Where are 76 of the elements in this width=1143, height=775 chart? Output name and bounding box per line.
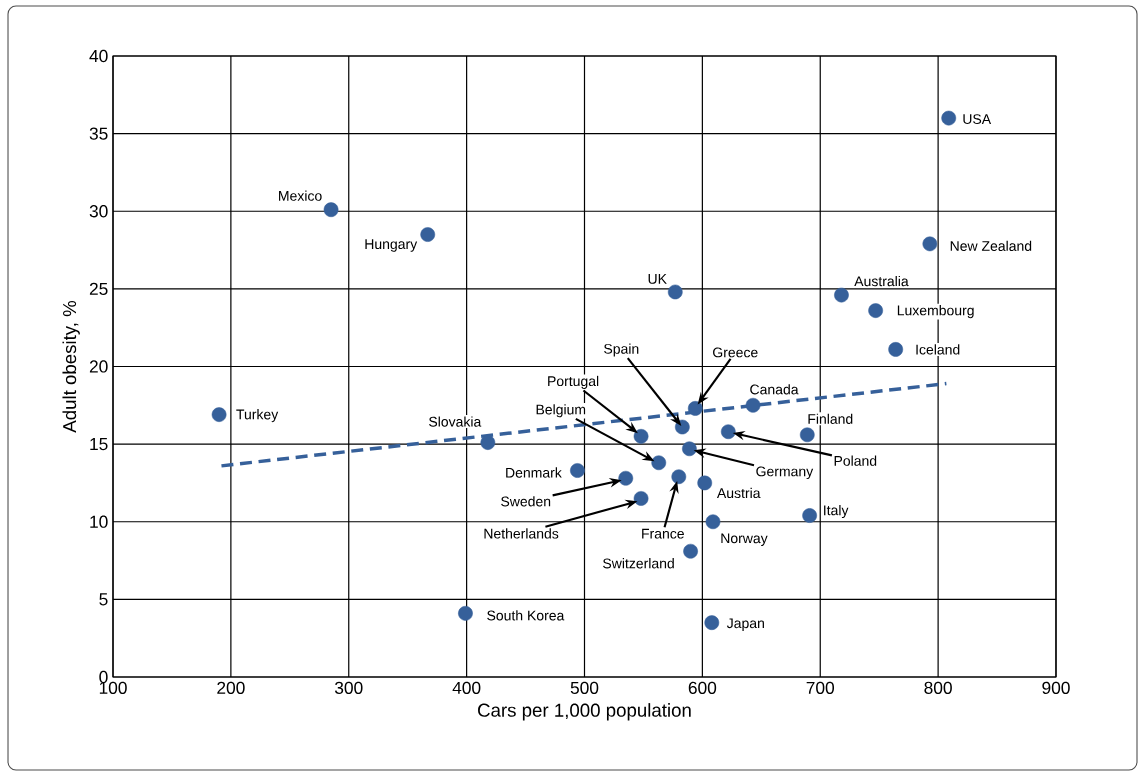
point [687,401,703,416]
annotation: Netherlands [484,528,559,539]
annotation: Australia [854,275,909,287]
annotation: Finland [808,413,853,424]
annotation: France [642,528,684,539]
x-tick-label: 400 [452,681,481,694]
point [697,475,713,491]
x-tick-label: 600 [688,681,717,694]
y-tick-label: 30 [89,205,108,218]
annotation: Canada [750,384,799,395]
point [211,407,227,422]
point [480,435,496,450]
point [651,455,667,471]
x-tick-label: 900 [1042,681,1070,694]
y-axis-title: Adult obesity, % [62,300,80,433]
annotation: Switzerland [603,558,674,569]
point [705,514,721,530]
annotation: Norway [721,533,768,547]
annotation: Mexico [279,190,322,201]
y-tick-label: 35 [89,127,108,140]
annotation: Greece [713,347,758,358]
point [888,342,904,357]
point [420,227,436,242]
x-tick-label: 200 [217,681,245,694]
y-tick-label: 15 [90,438,108,451]
y-tick-label: 25 [89,282,108,295]
annotation: Sweden [501,496,551,507]
point [683,543,698,559]
point [570,463,585,478]
annotation: Iceland [916,344,960,355]
annotation: Poland [834,455,877,466]
point [802,508,817,523]
y-tick-label: 40 [89,49,108,63]
annotation: Turkey [236,409,279,423]
point [799,427,815,443]
annotation: Germany [756,466,814,480]
point [633,429,649,444]
point [458,606,473,621]
annotation: Slovakia [429,416,482,427]
y-tick-label: 0 [99,670,108,684]
annotation: Luxembourg [897,305,974,319]
point [941,110,957,126]
x-tick-label: 800 [924,681,952,694]
annotation: Spain [604,343,639,357]
x-tick-label: 700 [806,681,835,694]
y-tick-label: 20 [89,360,108,373]
point [682,441,697,457]
annotation: Portugal [548,375,599,389]
annotation: USA [963,114,992,125]
point [323,202,339,218]
x-tick-label: 500 [570,681,599,694]
point [720,424,736,440]
annotation: Japan [726,618,764,631]
y-tick-label: 5 [99,593,108,606]
annotation: Denmark [506,467,562,478]
annotation: South Korea [487,610,565,621]
annotation: UK [648,274,667,284]
x-axis-title: Cars per 1,000 population [478,703,691,721]
point [704,615,720,630]
point [671,469,687,485]
point [618,470,634,486]
y-tick-label: 10 [90,515,108,528]
x-tick-label: 100 [99,681,127,694]
x-tick-label: 300 [334,681,363,694]
point [834,287,849,303]
annotation: Austria [716,487,761,499]
annotation: New Zealand [950,240,1032,251]
annotation: Italy [824,505,849,519]
annotation: Belgium [536,404,586,418]
point [633,491,649,506]
point [674,419,690,435]
point [667,284,683,300]
annotation: Hungary [365,239,418,252]
point [922,236,938,252]
point [868,303,883,318]
point [745,397,761,413]
